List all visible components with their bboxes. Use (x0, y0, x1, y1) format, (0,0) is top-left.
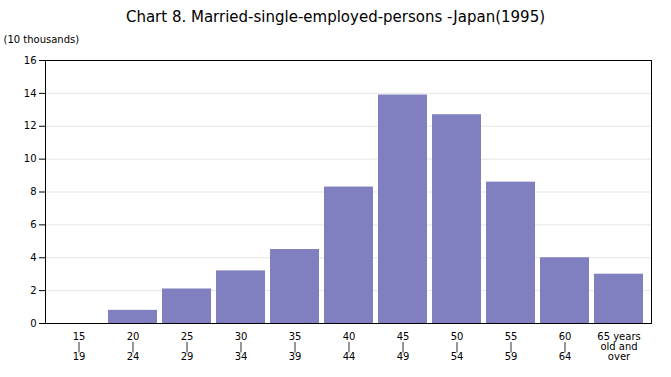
svg-text:2: 2 (30, 285, 36, 296)
svg-text:35|39: 35|39 (289, 331, 302, 362)
svg-text:14: 14 (24, 88, 37, 99)
svg-text:30|34: 30|34 (235, 331, 248, 362)
svg-text:55|59: 55|59 (505, 331, 518, 362)
svg-text:6: 6 (30, 219, 36, 230)
svg-text:45|49: 45|49 (397, 331, 410, 362)
svg-text:50|54: 50|54 (451, 331, 464, 362)
svg-text:(10 thousands): (10 thousands) (4, 34, 80, 45)
svg-text:4: 4 (30, 252, 36, 263)
svg-text:0: 0 (30, 318, 36, 329)
html-text:Chart 8. Married-single-employ: Chart 8. Married-single-employed-persons… (125, 8, 546, 26)
svg-text:60|64: 60|64 (559, 331, 572, 362)
svg-text:16: 16 (24, 55, 37, 66)
svg-text:15|19: 15|19 (73, 331, 86, 362)
svg-text:10: 10 (24, 153, 37, 164)
svg-text:25|29: 25|29 (181, 331, 194, 362)
svg-text:40|44: 40|44 (343, 331, 356, 362)
svg-text:12: 12 (24, 120, 37, 131)
svg-text:65 yearsold andover: 65 yearsold andover (597, 331, 640, 362)
svg-text:20|24: 20|24 (127, 331, 140, 362)
svg-text:8: 8 (30, 186, 36, 197)
